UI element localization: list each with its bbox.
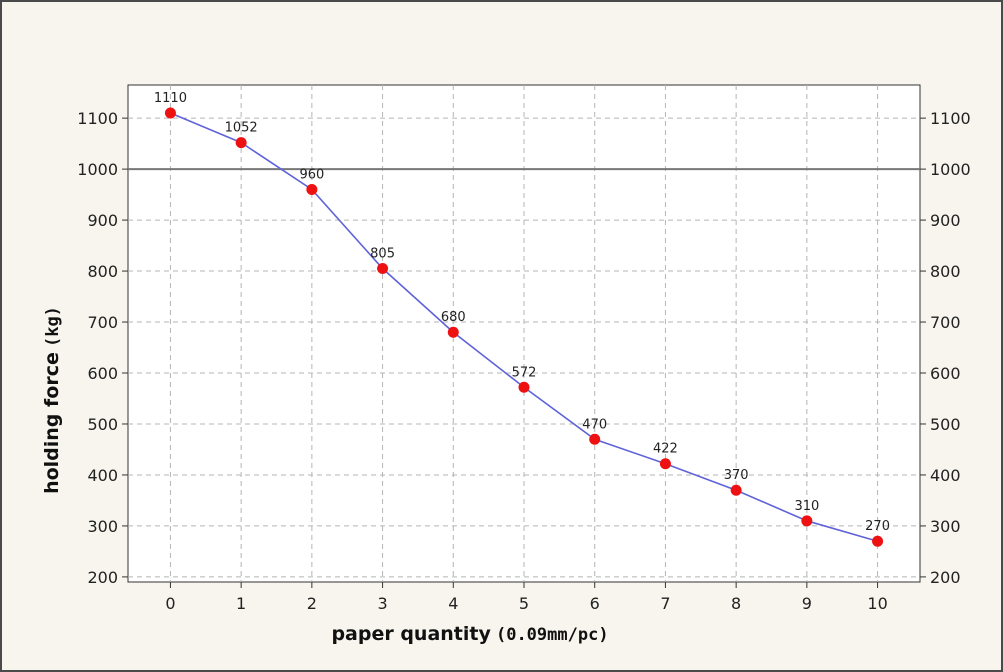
y2-tick-label: 300 xyxy=(930,517,961,536)
data-point xyxy=(730,484,742,496)
axis-ticks: 200 200 300 300 400 400 500 500 600 600 700 700 800 8… xyxy=(77,109,970,613)
x-axis-label: paper quantity xyxy=(331,623,491,645)
data-point xyxy=(659,458,671,470)
data-label: 270 xyxy=(865,519,890,534)
data-point xyxy=(306,183,318,195)
y2-tick-label: 900 xyxy=(930,211,961,230)
data-point xyxy=(589,433,601,445)
y-tick-label: 200 xyxy=(87,568,118,587)
y2-tick-label: 200 xyxy=(930,568,961,587)
y2-tick-label: 1100 xyxy=(930,109,971,128)
data-label: 1052 xyxy=(225,121,258,136)
data-label: 572 xyxy=(512,365,537,380)
y2-tick-label: 700 xyxy=(930,313,961,332)
data-point xyxy=(872,535,884,547)
x-axis-unit: (0.09mm/pc) xyxy=(496,625,609,645)
data-point xyxy=(801,515,813,527)
x-tick-label: 3 xyxy=(377,594,387,613)
x-tick-label: 6 xyxy=(590,594,600,613)
data-point xyxy=(518,381,530,393)
y2-tick-label: 600 xyxy=(930,364,961,383)
x-tick-label: 9 xyxy=(802,594,812,613)
y-tick-label: 400 xyxy=(87,466,118,485)
data-markers xyxy=(164,107,884,547)
data-label: 310 xyxy=(794,499,819,514)
data-label: 370 xyxy=(724,468,749,483)
data-point xyxy=(164,107,176,119)
data-label: 680 xyxy=(441,310,466,325)
y2-tick-label: 1000 xyxy=(930,160,971,179)
x-tick-label: 1 xyxy=(236,594,246,613)
data-point xyxy=(235,137,247,149)
x-tick-label: 10 xyxy=(867,594,887,613)
y-tick-label: 1000 xyxy=(77,160,118,179)
y-axis-title: holding force (kg) xyxy=(41,306,63,494)
x-tick-label: 2 xyxy=(307,594,317,613)
y2-tick-label: 800 xyxy=(930,262,961,281)
y-tick-label: 300 xyxy=(87,517,118,536)
data-point xyxy=(377,263,389,275)
x-tick-label: 8 xyxy=(731,594,741,613)
x-tick-label: 7 xyxy=(660,594,670,613)
data-label: 422 xyxy=(653,442,678,457)
data-labels: 1110 1052 960 805 680 572 470 422 370 310 270 xyxy=(154,91,890,534)
x-axis-title: paper quantity (0.09mm/pc) xyxy=(331,623,608,645)
y-tick-label: 800 xyxy=(87,262,118,281)
x-tick-label: 0 xyxy=(165,594,175,613)
x-tick-label: 5 xyxy=(519,594,529,613)
y-axis-unit: (kg) xyxy=(43,306,63,347)
y2-tick-label: 500 xyxy=(930,415,961,434)
y2-tick-label: 400 xyxy=(930,466,961,485)
y-axis-label: holding force xyxy=(41,352,63,494)
data-label: 1110 xyxy=(154,91,187,106)
data-label: 470 xyxy=(582,417,607,432)
y-tick-label: 600 xyxy=(87,364,118,383)
data-point xyxy=(447,326,459,338)
y-tick-label: 500 xyxy=(87,415,118,434)
y-tick-label: 900 xyxy=(87,211,118,230)
y-tick-label: 1100 xyxy=(77,109,118,128)
data-label: 805 xyxy=(370,247,395,262)
x-tick-label: 4 xyxy=(448,594,458,613)
data-label: 960 xyxy=(299,167,324,182)
y-tick-label: 700 xyxy=(87,313,118,332)
